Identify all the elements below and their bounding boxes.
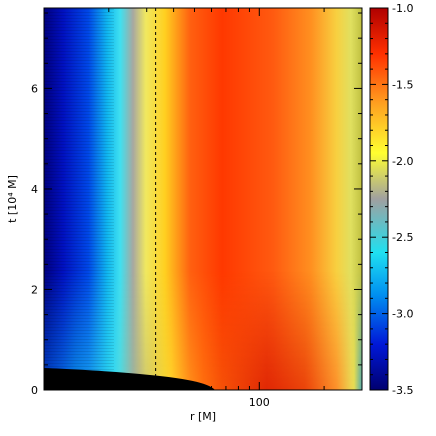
y-axis-label: t [10⁴ M] bbox=[6, 175, 19, 223]
colorbar-tick-label: -3.5 bbox=[392, 384, 413, 397]
heatmap-image bbox=[44, 8, 362, 390]
x-axis-label: r [M] bbox=[190, 410, 216, 423]
colorbar-gradient bbox=[369, 7, 389, 391]
plot-frame bbox=[43, 7, 363, 391]
colorbar: -1.0 -1.5 -2.0 -2.5 -3.0 -3.5 bbox=[369, 2, 413, 397]
x-tick-label: 100 bbox=[249, 396, 270, 409]
colorbar-tick-label: -2.5 bbox=[392, 231, 413, 244]
y-tick-label: 2 bbox=[31, 283, 38, 296]
colorbar-tick-label: -2.0 bbox=[392, 155, 413, 168]
colorbar-tick-label: -1.5 bbox=[392, 78, 413, 91]
black-region-bottom bbox=[44, 368, 215, 390]
y-tick-label: 6 bbox=[31, 82, 38, 95]
colorbar-tick-label: -1.0 bbox=[392, 2, 413, 15]
y-tick-label: 0 bbox=[31, 384, 38, 397]
y-tick-label: 4 bbox=[31, 183, 38, 196]
colorbar-tick-label: -3.0 bbox=[392, 308, 413, 321]
